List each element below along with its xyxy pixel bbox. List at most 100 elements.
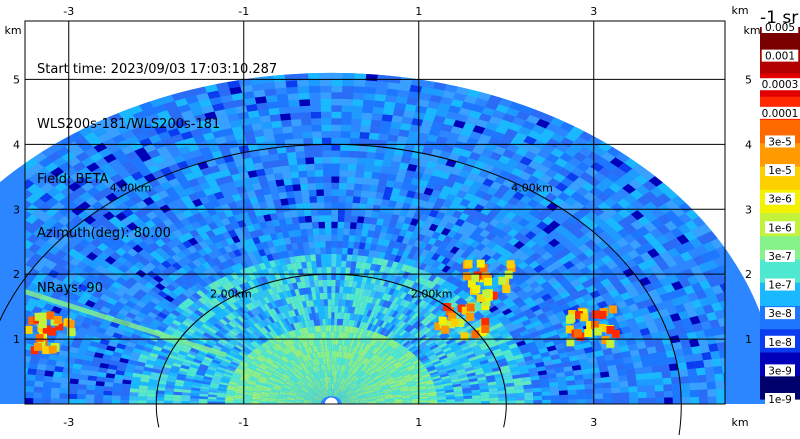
beta-cell — [347, 177, 355, 184]
beta-cell — [53, 371, 63, 377]
beta-cell — [638, 392, 647, 398]
beta-cell — [312, 222, 319, 229]
beta-cell — [339, 287, 344, 294]
beta-cell — [291, 178, 300, 185]
beta-cell — [331, 138, 340, 145]
beta-cell — [87, 380, 96, 385]
beta-cell — [182, 395, 191, 398]
beta-cell — [52, 377, 62, 383]
beta-cell — [347, 170, 356, 177]
beta-cell — [490, 398, 499, 401]
beta-cell — [616, 364, 626, 371]
beta-cell — [323, 176, 331, 183]
beta-cell — [357, 158, 366, 165]
beta-cell — [86, 390, 95, 395]
beta-cell — [341, 254, 347, 261]
beta-cell — [309, 248, 315, 255]
beta-cell — [225, 400, 234, 402]
beta-cell — [633, 361, 643, 368]
beta-cell — [337, 241, 343, 248]
beta-cell — [279, 159, 289, 166]
beta-cell — [304, 209, 312, 216]
beta-cell — [51, 388, 60, 394]
beta-cell — [77, 389, 86, 394]
beta-cell — [524, 388, 533, 392]
beta-cell — [103, 395, 112, 400]
beta-cell — [331, 222, 337, 229]
beta-cell — [696, 368, 706, 376]
beta-cell — [325, 228, 331, 235]
beta-cell — [297, 164, 306, 171]
beta-cell — [331, 215, 338, 222]
beta-cell — [360, 126, 371, 133]
beta-cell — [311, 261, 317, 268]
beta-cell — [323, 157, 332, 164]
beta-cell — [516, 400, 525, 404]
beta-cell — [68, 389, 77, 394]
beta-cell — [199, 396, 208, 399]
beta-cell — [682, 397, 691, 404]
beta-cell — [216, 400, 225, 402]
beta-cell — [549, 382, 558, 387]
beta-cell — [295, 197, 303, 204]
beta-cell — [331, 267, 336, 274]
beta-cell — [337, 235, 343, 242]
beta-cell — [277, 186, 286, 193]
beta-cell — [331, 280, 335, 287]
beta-cell — [285, 185, 294, 192]
beta-cell — [34, 387, 43, 393]
beta-cell — [664, 391, 673, 398]
beta-cell — [112, 400, 121, 404]
beta-cell — [645, 379, 655, 386]
beta-cell — [689, 383, 698, 391]
beta-cell — [326, 267, 331, 274]
beta-cell — [489, 394, 498, 398]
beta-cell — [104, 386, 113, 391]
beta-cell — [328, 319, 331, 326]
beta-cell — [338, 196, 346, 203]
beta-cell — [318, 280, 323, 287]
beta-cell — [387, 135, 398, 143]
beta-cell — [121, 388, 130, 393]
beta-cell — [370, 178, 379, 185]
beta-cell — [559, 390, 568, 395]
beta-cell — [390, 161, 400, 169]
beta-cell — [199, 399, 208, 402]
beta-cell — [338, 215, 345, 222]
beta-cell — [594, 399, 603, 404]
beta-cell — [472, 395, 481, 398]
beta-cell — [339, 183, 347, 190]
beta-cell — [42, 387, 51, 393]
beta-cell — [301, 190, 309, 197]
beta-cell — [120, 400, 129, 404]
beta-cell — [331, 241, 337, 248]
beta-cell — [341, 125, 351, 132]
beta-cell — [381, 166, 391, 173]
beta-cell — [346, 196, 354, 203]
beta-cell — [335, 306, 339, 313]
beta-cell — [324, 306, 328, 313]
beta-cell — [331, 248, 337, 255]
beta-cell — [323, 183, 331, 190]
beta-cell — [331, 299, 335, 306]
beta-cell — [647, 398, 656, 404]
beta-cell — [338, 306, 342, 313]
beta-cell — [318, 215, 325, 222]
beta-cell — [550, 386, 559, 391]
beta-cell — [315, 177, 323, 184]
beta-cell — [339, 293, 343, 300]
beta-cell — [331, 144, 340, 151]
beta-cell — [324, 189, 332, 196]
beta-cell — [585, 394, 594, 399]
beta-cell — [594, 388, 603, 394]
beta-cell — [316, 183, 324, 190]
beta-cell — [331, 235, 337, 242]
beta-cell — [681, 390, 690, 397]
beta-cell — [340, 138, 350, 145]
beta-cell — [320, 299, 324, 306]
beta-cell — [319, 235, 325, 242]
beta-cell — [323, 293, 327, 300]
beta-cell — [287, 152, 297, 159]
beta-cell — [355, 177, 364, 184]
beta-cell — [340, 157, 349, 164]
